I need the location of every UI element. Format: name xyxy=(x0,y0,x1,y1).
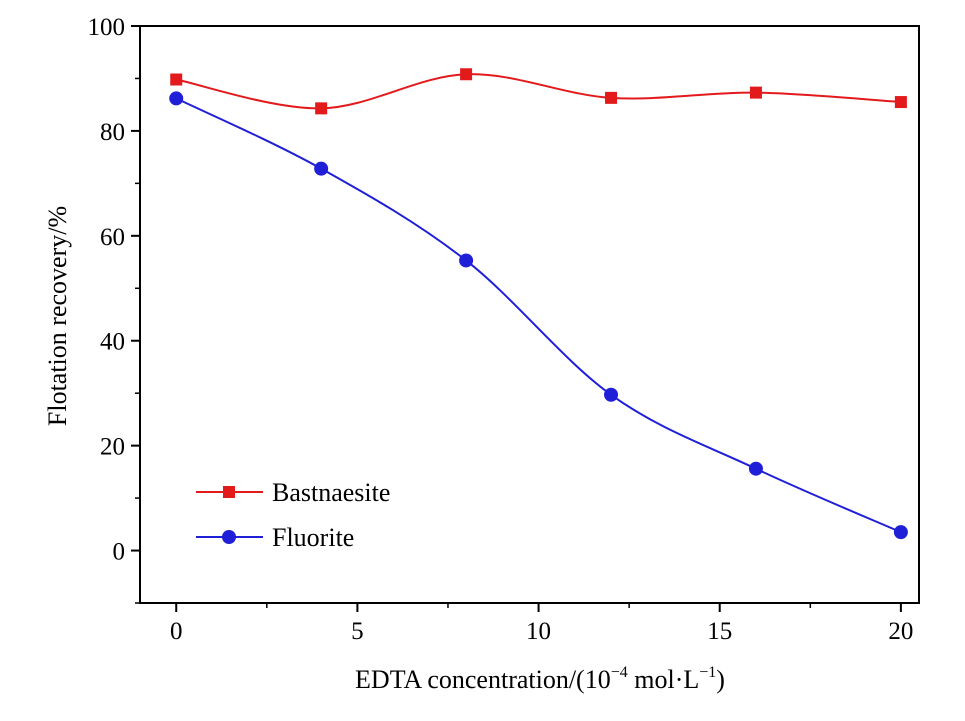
x-axis-label-exponent-2: −1 xyxy=(699,664,716,681)
legend: Bastnaesite Fluorite xyxy=(196,478,390,552)
series-line-fluorite xyxy=(175,97,902,534)
data-point-fluorite xyxy=(748,461,763,476)
data-point-bastnaesite xyxy=(460,68,473,81)
x-tick-label: 0 xyxy=(170,618,183,645)
x-tick-label: 5 xyxy=(351,618,364,645)
x-tick-label: 10 xyxy=(526,618,551,645)
x-axis-label: EDTA concentration/(10−4 mol·L−1) xyxy=(355,664,725,694)
axes-layer: 0 5 10 15 20 0 20 40 60 80 100 xyxy=(88,14,920,645)
data-point-fluorite xyxy=(314,161,329,176)
x-tick-label: 15 xyxy=(707,618,732,645)
data-point-bastnaesite xyxy=(315,102,328,115)
legend-marker-bastnaesite xyxy=(223,486,235,498)
data-point-fluorite xyxy=(604,387,619,402)
series-layer xyxy=(169,68,908,540)
legend-marker-fluorite xyxy=(222,530,236,544)
data-point-bastnaesite xyxy=(894,96,907,109)
y-tick-label: 0 xyxy=(113,539,126,566)
y-tick-label: 20 xyxy=(100,434,125,461)
y-tick-label: 100 xyxy=(88,14,126,41)
x-axis-label-prefix: EDTA concentration/(10 xyxy=(355,665,611,694)
x-axis-label-middle: mol·L xyxy=(628,665,700,694)
data-point-bastnaesite xyxy=(170,73,183,86)
data-point-fluorite xyxy=(169,91,184,106)
data-point-fluorite xyxy=(893,525,908,540)
y-tick-label: 80 xyxy=(100,119,125,146)
x-axis-label-exponent-1: −4 xyxy=(611,664,628,681)
x-tick-label: 20 xyxy=(888,618,913,645)
y-tick-label: 60 xyxy=(100,224,125,251)
series-line-bastnaesite xyxy=(176,73,901,110)
legend-label-bastnaesite: Bastnaesite xyxy=(272,478,390,507)
data-point-bastnaesite xyxy=(749,86,762,99)
data-point-bastnaesite xyxy=(605,91,618,104)
y-tick-label: 40 xyxy=(100,329,125,356)
legend-label-fluorite: Fluorite xyxy=(272,523,354,552)
x-axis-label-suffix: ) xyxy=(716,665,725,694)
plot-frame xyxy=(139,25,920,604)
y-axis-label: Flotation recovery/% xyxy=(43,206,72,426)
data-point-fluorite xyxy=(459,253,474,268)
